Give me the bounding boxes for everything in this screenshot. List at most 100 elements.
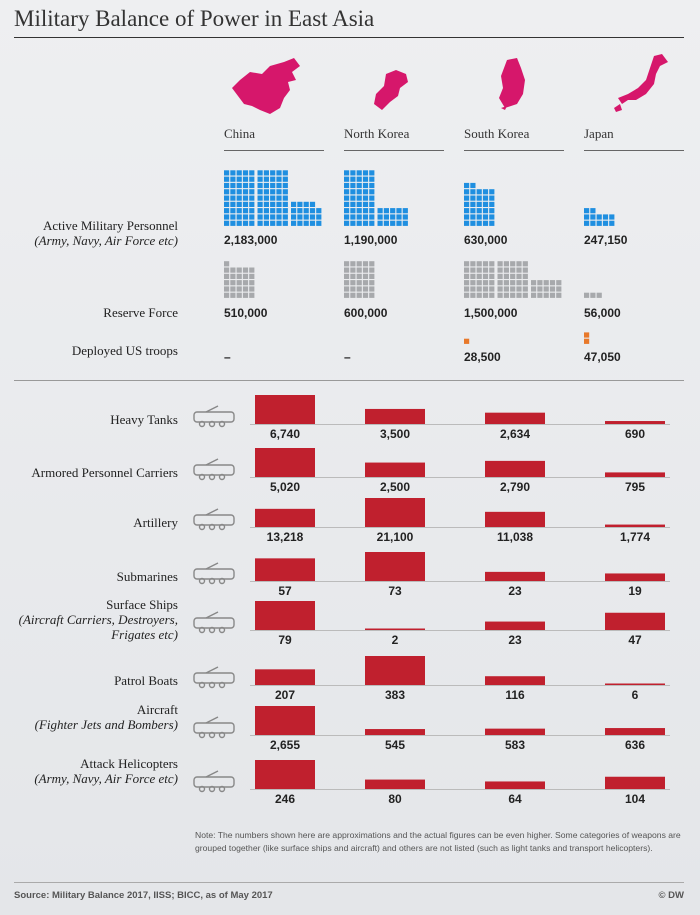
active-japan-value: 247,150 <box>584 233 628 247</box>
aircraftvalue-japan: 636 <box>625 738 645 752</box>
submarinesvalue-japan: 19 <box>628 584 642 598</box>
china-map-icon <box>232 58 300 114</box>
patrol-boatslabel: Patrol Boats <box>114 673 178 688</box>
active-china-value: 2,183,000 <box>224 233 278 247</box>
surface-shipsbar-north-korea <box>365 628 425 630</box>
armored-personnel-carrierslabel: Armored Personnel Carriers <box>31 465 178 480</box>
submarinesbar-north-korea <box>365 552 425 581</box>
south-korea-map-icon <box>499 58 525 110</box>
patrol-boatsbar-japan <box>605 683 665 685</box>
us-troops-china-value: – <box>224 350 231 364</box>
heavy-tanksbar-north-korea <box>365 408 425 424</box>
aircraftvalue-north-korea: 545 <box>385 738 405 752</box>
aircraft-icon <box>193 716 235 739</box>
reserve-grid-south-korea <box>464 261 562 298</box>
surface-shipsvalue-china: 79 <box>278 633 292 647</box>
submarinesbar-japan <box>605 573 665 581</box>
attack-helicoptersbar-japan <box>605 776 665 789</box>
attack-helicoptersvalue-north-korea: 80 <box>388 792 402 806</box>
submarinesbar-china <box>255 558 315 581</box>
heavy-tanksvalue-south-korea: 2,634 <box>500 427 530 441</box>
active-grid-china <box>224 170 322 226</box>
active-grid-south-korea <box>464 182 495 226</box>
reserve-north-korea-value: 600,000 <box>344 306 388 320</box>
heavy-tanksvalue-china: 6,740 <box>270 427 300 441</box>
active-north-korea-value: 1,190,000 <box>344 233 398 247</box>
aircraftsublabel: (Fighter Jets and Bombers) <box>35 717 178 732</box>
artillerylabel: Artillery <box>133 515 178 530</box>
patrol-boatsvalue-japan: 6 <box>632 688 639 702</box>
reserve-south-korea-value: 1,500,000 <box>464 306 518 320</box>
country-japan: Japan <box>584 126 684 151</box>
footer-divider <box>14 882 684 883</box>
aircraftbar-japan <box>605 728 665 735</box>
armored-personnel-carriersvalue-china: 5,020 <box>270 480 300 494</box>
reserve-china-value: 510,000 <box>224 306 268 320</box>
armored-personnel-carriersvalue-south-korea: 2,790 <box>500 480 530 494</box>
aircraftbar-china <box>255 706 315 735</box>
brand-credit: © DW <box>658 890 684 901</box>
patrol-boatsbar-south-korea <box>485 676 545 685</box>
armored-personnel-carriersvalue-japan: 795 <box>625 480 645 494</box>
us-troops-north-korea-value: – <box>344 350 351 364</box>
apc-icon <box>193 458 235 481</box>
armored-personnel-carriersbar-north-korea <box>365 462 425 477</box>
surface-shipslabel: Surface Ships <box>106 597 178 612</box>
attack-helicoptersbar-north-korea <box>365 779 425 789</box>
artillerybar-japan <box>605 524 665 527</box>
us-troops-japan-value: 47,050 <box>584 350 621 364</box>
submarinesvalue-china: 57 <box>278 584 292 598</box>
heavy-tanksbar-japan <box>605 421 665 424</box>
artillerybar-north-korea <box>365 498 425 527</box>
armored-personnel-carriersvalue-north-korea: 2,500 <box>380 480 410 494</box>
surface-shipsvalue-japan: 47 <box>628 633 642 647</box>
attack-helicoptersbar-china <box>255 760 315 789</box>
patrol-boatsvalue-north-korea: 383 <box>385 688 405 702</box>
aircraftbar-north-korea <box>365 729 425 735</box>
attack-helicopterslabel: Attack Helicopters <box>80 756 178 771</box>
country-north-korea: North Korea <box>344 126 444 151</box>
submarinesvalue-south-korea: 23 <box>508 584 522 598</box>
patrol-boatsvalue-china: 207 <box>275 688 295 702</box>
reserve-force-label: Reserve Force <box>103 305 178 320</box>
tank-icon <box>193 405 235 428</box>
active-personnel-label: Active Military Personnel (Army, Navy, A… <box>34 218 178 248</box>
patrol-boatsbar-china <box>255 669 315 685</box>
heavy-tanksvalue-north-korea: 3,500 <box>380 427 410 441</box>
heavy-tanksbar-china <box>255 395 315 424</box>
submarine-icon <box>193 562 235 585</box>
surface-shipsvalue-north-korea: 2 <box>392 633 399 647</box>
us-troops-south-korea-value: 28,500 <box>464 350 501 364</box>
attack-helicoptersvalue-japan: 104 <box>625 792 645 806</box>
artillerybar-china <box>255 508 315 527</box>
submarineslabel: Submarines <box>117 569 178 584</box>
personnel-unit-grids <box>224 170 615 344</box>
helicopter-icon <box>193 770 235 793</box>
japan-map-icon <box>614 54 668 112</box>
surface-shipsbar-china <box>255 601 315 630</box>
surface-shipssublabel: (Aircraft Carriers, Destroyers, <box>19 612 178 627</box>
artilleryvalue-japan: 1,774 <box>620 530 650 544</box>
armored-personnel-carriersbar-china <box>255 448 315 477</box>
submarinesvalue-north-korea: 73 <box>388 584 402 598</box>
us-troops-grid-south-korea <box>464 338 470 344</box>
reserve-grid-north-korea <box>344 261 375 298</box>
active-grid-north-korea <box>344 170 408 226</box>
active-south-korea-value: 630,000 <box>464 233 508 247</box>
surface-shipsbar-japan <box>605 612 665 630</box>
armored-personnel-carriersbar-japan <box>605 472 665 477</box>
armored-personnel-carriersbar-south-korea <box>485 460 545 477</box>
heavy-tankslabel: Heavy Tanks <box>110 412 178 427</box>
reserve-grid-china <box>224 261 255 298</box>
patrol-boatsbar-north-korea <box>365 656 425 685</box>
surface-shipssublabel: Frigates etc) <box>110 627 178 642</box>
artilleryvalue-south-korea: 11,038 <box>497 530 533 544</box>
source-credit: Source: Military Balance 2017, IISS; BIC… <box>14 890 273 901</box>
artillery-icon <box>193 508 235 531</box>
submarinesbar-south-korea <box>485 571 545 581</box>
attack-helicoptersbar-south-korea <box>485 781 545 789</box>
patrol-boat-icon <box>193 666 235 689</box>
surface-shipsvalue-south-korea: 23 <box>508 633 522 647</box>
attack-helicopterssublabel: (Army, Navy, Air Force etc) <box>34 771 178 786</box>
